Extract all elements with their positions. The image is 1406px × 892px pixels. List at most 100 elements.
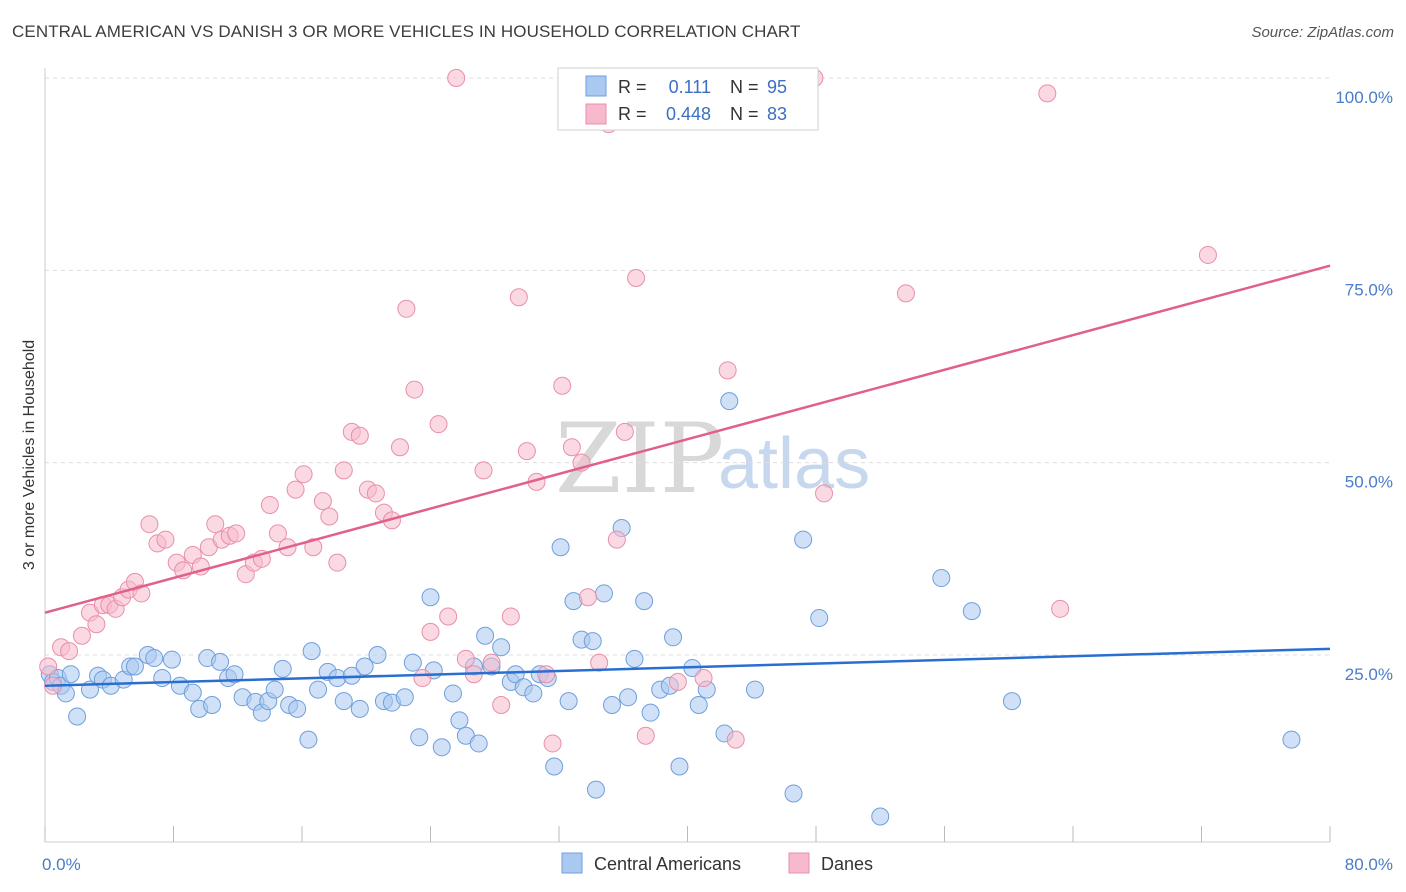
data-point-central-americans — [559, 692, 578, 711]
data-point-danes — [439, 607, 458, 626]
legend-r-value-pink: 0.448 — [666, 104, 711, 124]
data-point-central-americans — [469, 734, 488, 753]
data-point-danes — [429, 415, 448, 434]
data-point-central-americans — [145, 649, 164, 668]
data-point-central-americans — [61, 665, 80, 684]
data-point-danes — [718, 361, 737, 380]
data-point-danes — [627, 269, 646, 288]
legend-swatch-pink — [585, 103, 607, 125]
data-point-danes — [156, 530, 175, 549]
data-point-danes — [615, 422, 634, 441]
data-point-central-americans — [162, 650, 181, 669]
data-point-central-americans — [410, 728, 429, 747]
data-point-central-americans — [784, 784, 803, 803]
data-point-central-americans — [153, 669, 172, 688]
legend-n-value-pink: 83 — [767, 104, 787, 124]
data-point-danes — [492, 695, 511, 714]
data-point-danes — [87, 615, 106, 634]
trend-lines — [44, 264, 1331, 687]
data-point-danes — [474, 461, 493, 480]
data-point-danes — [268, 524, 287, 543]
data-point-central-americans — [594, 584, 613, 603]
chart-title: CENTRAL AMERICAN VS DANISH 3 OR MORE VEH… — [12, 22, 801, 41]
data-point-danes — [320, 507, 339, 526]
data-point-central-americans — [421, 588, 440, 607]
data-point-central-americans — [302, 642, 321, 661]
x-tick-label-max: 80.0% — [1345, 855, 1393, 874]
legend-swatch-blue — [585, 75, 607, 97]
data-point-danes — [607, 530, 626, 549]
legend-r-label-blue: R = — [618, 77, 647, 97]
stats-legend: R = 0.111 N = 95 R = 0.448 N = 83 — [557, 67, 819, 131]
data-point-central-americans — [265, 680, 284, 699]
data-point-central-americans — [432, 738, 451, 757]
data-point-central-americans — [932, 569, 951, 588]
data-point-danes — [1038, 84, 1057, 103]
data-point-central-americans — [476, 626, 495, 645]
data-point-central-americans — [350, 699, 369, 718]
data-point-danes — [636, 726, 655, 745]
data-point-danes — [227, 524, 246, 543]
data-point-danes — [590, 653, 609, 672]
data-point-danes — [413, 669, 432, 688]
data-point-danes — [543, 734, 562, 753]
y-tick-labels: 25.0% 50.0% 75.0% 100.0% — [1335, 88, 1393, 684]
data-point-central-americans — [443, 684, 462, 703]
data-point-danes — [553, 376, 572, 395]
data-point-danes — [294, 465, 313, 484]
grid-lines — [45, 77, 1330, 656]
data-point-danes — [421, 622, 440, 641]
data-point-central-americans — [583, 632, 602, 651]
data-point-danes — [456, 649, 475, 668]
y-tick-label: 25.0% — [1345, 665, 1393, 684]
data-point-central-americans — [641, 703, 660, 722]
data-point-danes — [313, 492, 332, 511]
data-point-central-americans — [273, 659, 292, 678]
data-point-danes — [668, 672, 687, 691]
data-point-danes — [60, 642, 79, 661]
data-point-central-americans — [288, 699, 307, 718]
data-point-central-americans — [450, 711, 469, 730]
data-point-danes — [206, 515, 225, 534]
data-point-danes — [286, 480, 305, 499]
data-point-central-americans — [368, 645, 387, 664]
data-point-central-americans — [586, 780, 605, 799]
data-point-danes — [390, 438, 409, 457]
data-point-danes — [815, 484, 834, 503]
data-point-central-americans — [68, 707, 87, 726]
data-point-danes — [304, 538, 323, 557]
legend-n-value-blue: 95 — [767, 77, 787, 97]
data-point-danes — [334, 461, 353, 480]
data-point-central-americans — [524, 684, 543, 703]
data-point-danes — [501, 607, 520, 626]
series-legend-swatch-pink — [788, 852, 810, 874]
data-point-central-americans — [1002, 692, 1021, 711]
data-point-central-americans — [603, 695, 622, 714]
data-point-central-americans — [225, 665, 244, 684]
data-point-central-americans — [871, 807, 890, 826]
data-point-danes — [350, 426, 369, 445]
data-point-danes — [562, 438, 581, 457]
data-point-central-americans — [309, 680, 328, 699]
data-point-central-americans — [810, 609, 829, 628]
data-point-danes — [397, 299, 416, 318]
data-point-danes — [328, 553, 347, 572]
trend-line-danes — [44, 264, 1331, 614]
data-point-danes — [1198, 245, 1217, 264]
data-point-central-americans — [794, 530, 813, 549]
legend-r-value-blue: 0.111 — [669, 77, 711, 97]
data-point-danes — [405, 380, 424, 399]
data-point-central-americans — [689, 695, 708, 714]
data-point-central-americans — [670, 757, 689, 776]
x-tick-label-min: 0.0% — [42, 855, 81, 874]
series-legend-swatch-blue — [561, 852, 583, 874]
data-point-danes — [39, 657, 58, 676]
data-point-danes — [537, 665, 556, 684]
data-point-central-americans — [299, 730, 318, 749]
legend-n-label-blue: N = — [730, 77, 759, 97]
data-point-central-americans — [962, 602, 981, 621]
data-point-central-americans — [720, 392, 739, 411]
data-point-central-americans — [506, 665, 525, 684]
legend-r-label-pink: R = — [618, 104, 647, 124]
data-point-danes — [132, 584, 151, 603]
